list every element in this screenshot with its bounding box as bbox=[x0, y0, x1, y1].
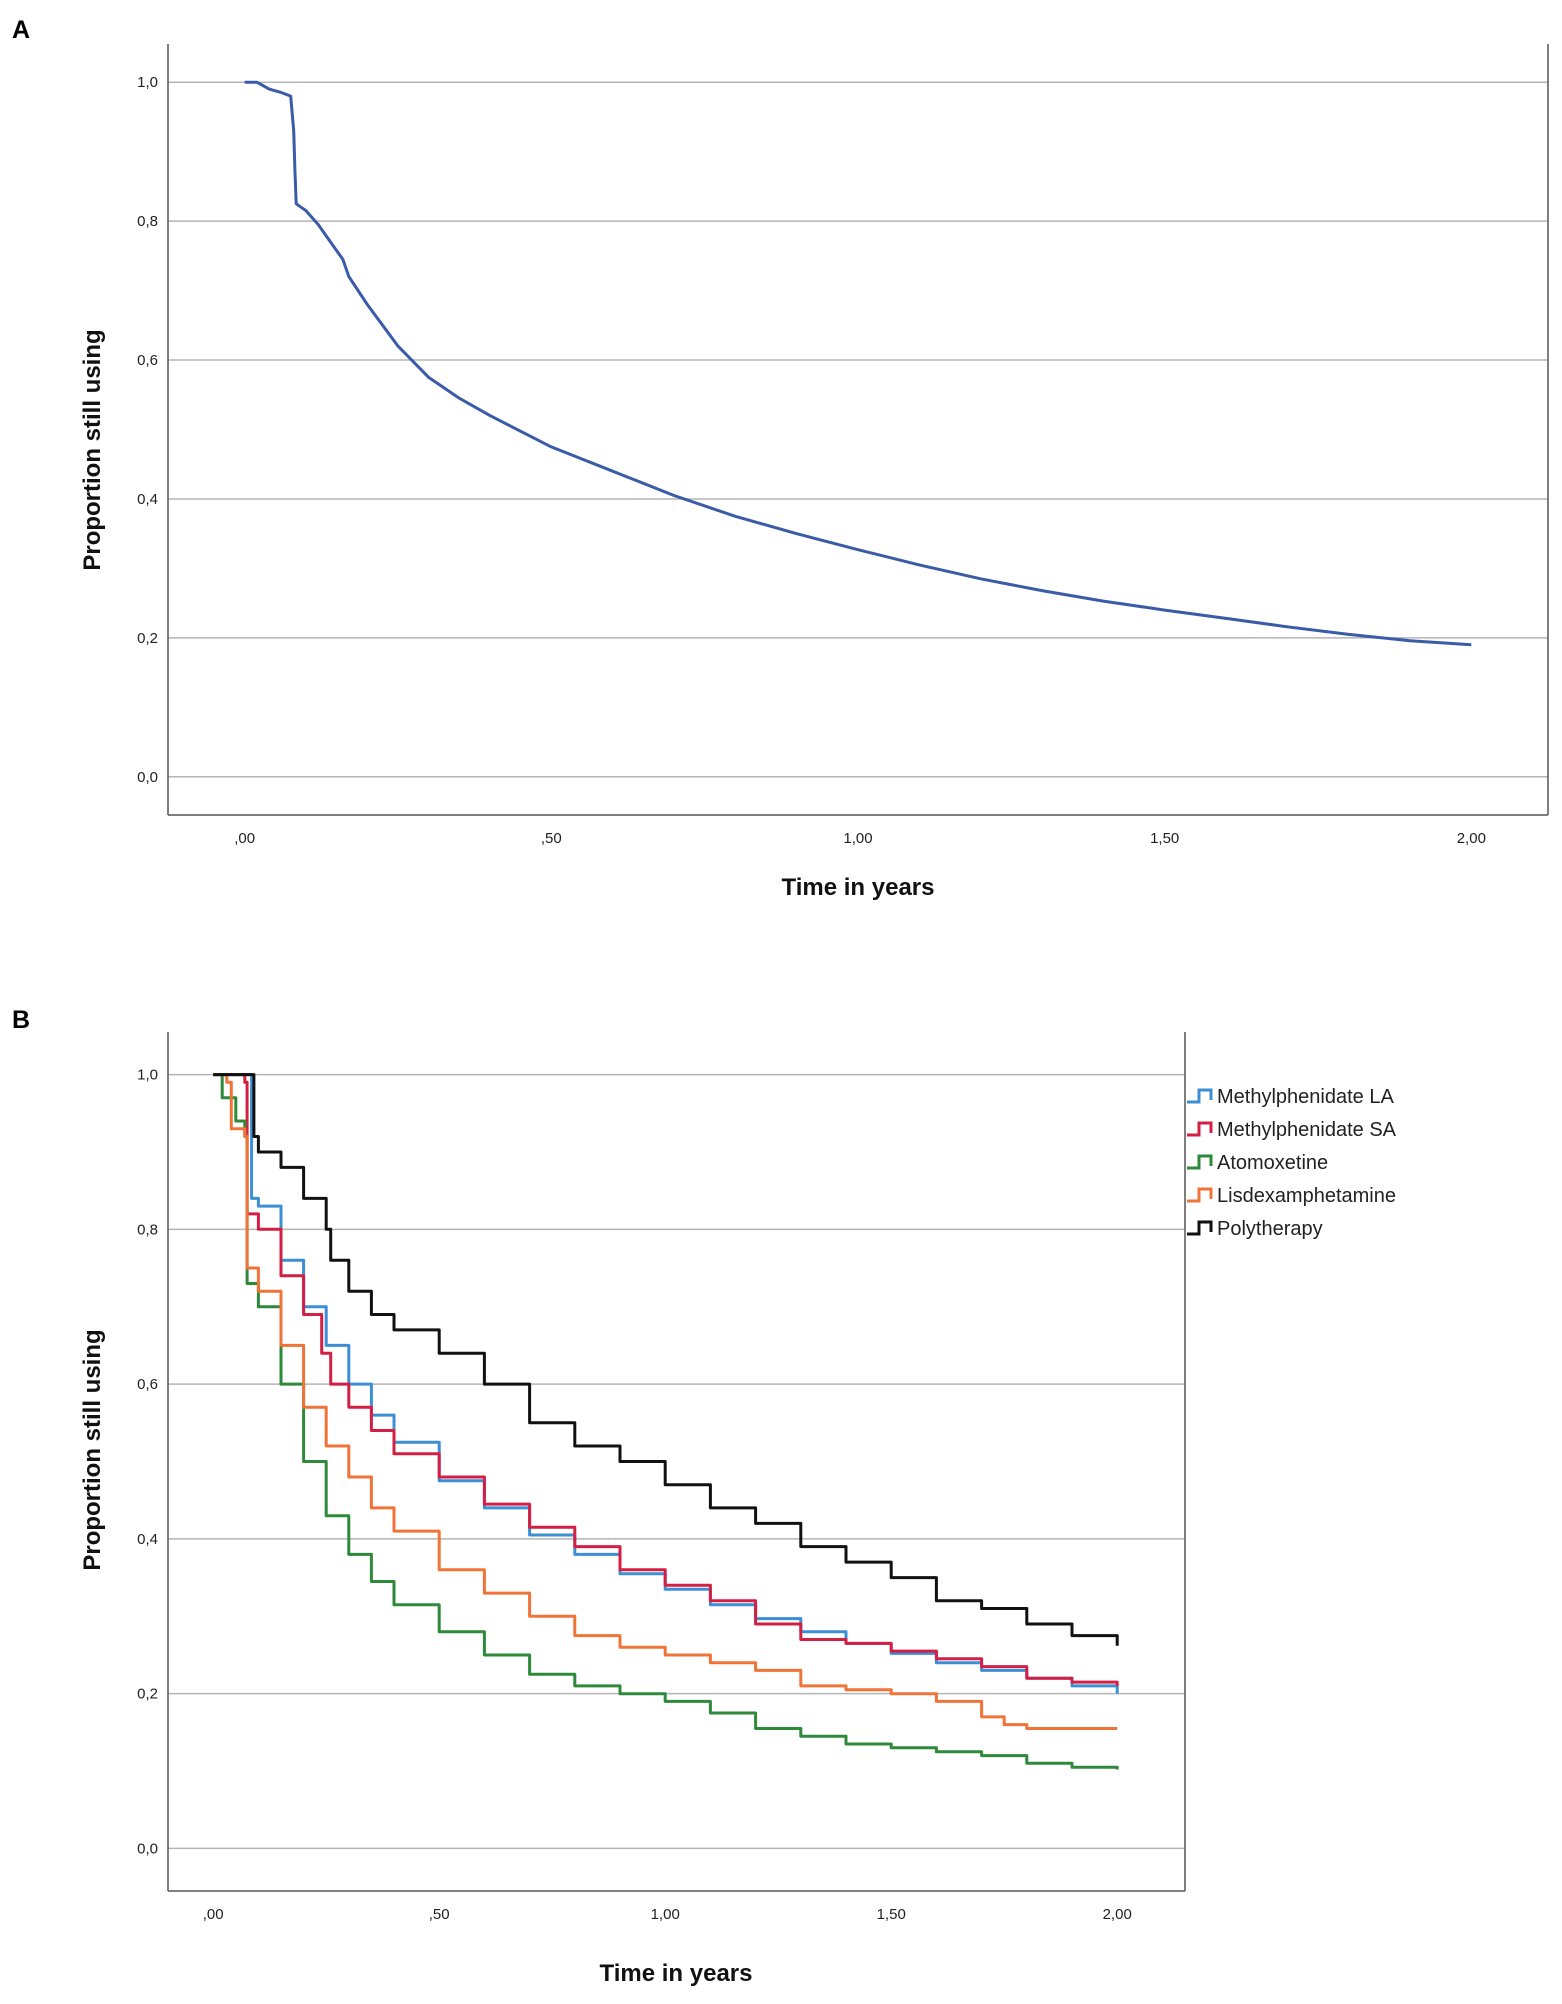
x-tick-label: 1,50 bbox=[1150, 830, 1179, 847]
panel-b-x-axis-title: Time in years bbox=[600, 1960, 753, 1987]
y-tick-label: 0,2 bbox=[137, 1686, 158, 1703]
series-methylphenidate-sa-line bbox=[213, 1073, 1119, 1686]
series-lisdexamphetamine-line bbox=[213, 1073, 1118, 1730]
panel-a-x-axis-title: Time in years bbox=[782, 874, 935, 901]
y-tick-label: 0,0 bbox=[137, 1840, 158, 1857]
y-tick-label: 0,6 bbox=[137, 1376, 158, 1393]
panel-a: A 0,00,20,40,60,81,0 ,00,50 1,00 1,50 2,00 … bbox=[12, 16, 1549, 901]
y-tick-label: 0,8 bbox=[137, 213, 158, 230]
panel-a-y-tick-labels: 0,0 0,2 0,4 0,6 0,8 1,0 bbox=[137, 74, 158, 786]
legend-atomoxetine-label: Atomoxetine bbox=[1217, 1152, 1328, 1174]
legend-polytherapy-swatch bbox=[1187, 1220, 1213, 1236]
y-tick-label: 0,8 bbox=[137, 1221, 158, 1238]
legend-lisdexamphetamine-swatch bbox=[1187, 1187, 1213, 1203]
series-polytherapy-line bbox=[213, 1073, 1119, 1646]
panel-a-series bbox=[244, 80, 1472, 647]
legend-methylphenidate-la-swatch bbox=[1187, 1088, 1213, 1104]
y-tick-label: 0,4 bbox=[137, 491, 158, 508]
panel-a-label: A bbox=[12, 16, 30, 44]
panel-a-x-tick-labels: ,00 ,50 1,00 1,50 2,00 bbox=[234, 830, 1486, 847]
legend-atomoxetine-swatch bbox=[1187, 1154, 1213, 1170]
x-tick-label: ,50 bbox=[541, 830, 562, 847]
y-tick-label: 1,0 bbox=[137, 74, 158, 91]
series-all-line bbox=[244, 80, 1472, 647]
x-tick-label: ,50 bbox=[429, 1906, 450, 1923]
x-tick-label: 1,00 bbox=[651, 1906, 680, 1923]
panel-b-y-tick-labels: 0,0 0,2 0,4 0,6 0,8 1,0 bbox=[137, 1067, 158, 1858]
x-tick-label: 2,00 bbox=[1457, 830, 1486, 847]
panel-a-gridlines bbox=[168, 81, 1548, 778]
y-tick-label: 0,2 bbox=[137, 630, 158, 647]
y-tick-label: 0,0 bbox=[137, 769, 158, 786]
y-tick-label: 0,6 bbox=[137, 352, 158, 369]
x-tick-label: 1,50 bbox=[877, 1906, 906, 1923]
panel-b-x-tick-labels: ,00 ,50 1,00 1,50 2,00 bbox=[203, 1906, 1132, 1923]
legend-methylphenidate-sa-swatch bbox=[1187, 1121, 1213, 1137]
panel-b-legend: Methylphenidate LA Methylphenidate SA Atom… bbox=[1187, 1086, 1397, 1240]
x-tick-label: 1,00 bbox=[843, 830, 872, 847]
x-tick-label: ,00 bbox=[203, 1906, 224, 1923]
legend-lisdexamphetamine-label: Lisdexamphetamine bbox=[1217, 1185, 1396, 1207]
panel-b-series bbox=[213, 1073, 1119, 1770]
legend-methylphenidate-sa-label: Methylphenidate SA bbox=[1217, 1119, 1397, 1141]
y-tick-label: 1,0 bbox=[137, 1067, 158, 1084]
y-tick-label: 0,4 bbox=[137, 1531, 158, 1548]
legend-polytherapy-label: Polytherapy bbox=[1217, 1218, 1323, 1240]
panel-b-y-axis-title: Proportion still using bbox=[79, 1329, 106, 1570]
x-tick-label: 2,00 bbox=[1103, 1906, 1132, 1923]
legend-methylphenidate-la-label: Methylphenidate LA bbox=[1217, 1086, 1394, 1108]
x-tick-label: ,00 bbox=[234, 830, 255, 847]
panel-a-y-axis-title: Proportion still using bbox=[79, 329, 106, 570]
panel-b-label: B bbox=[12, 1006, 30, 1034]
panel-b: B 0,00,20,40,60,81,0 ,00,50 1,00 1,50 2,00 … bbox=[12, 1006, 1397, 1987]
